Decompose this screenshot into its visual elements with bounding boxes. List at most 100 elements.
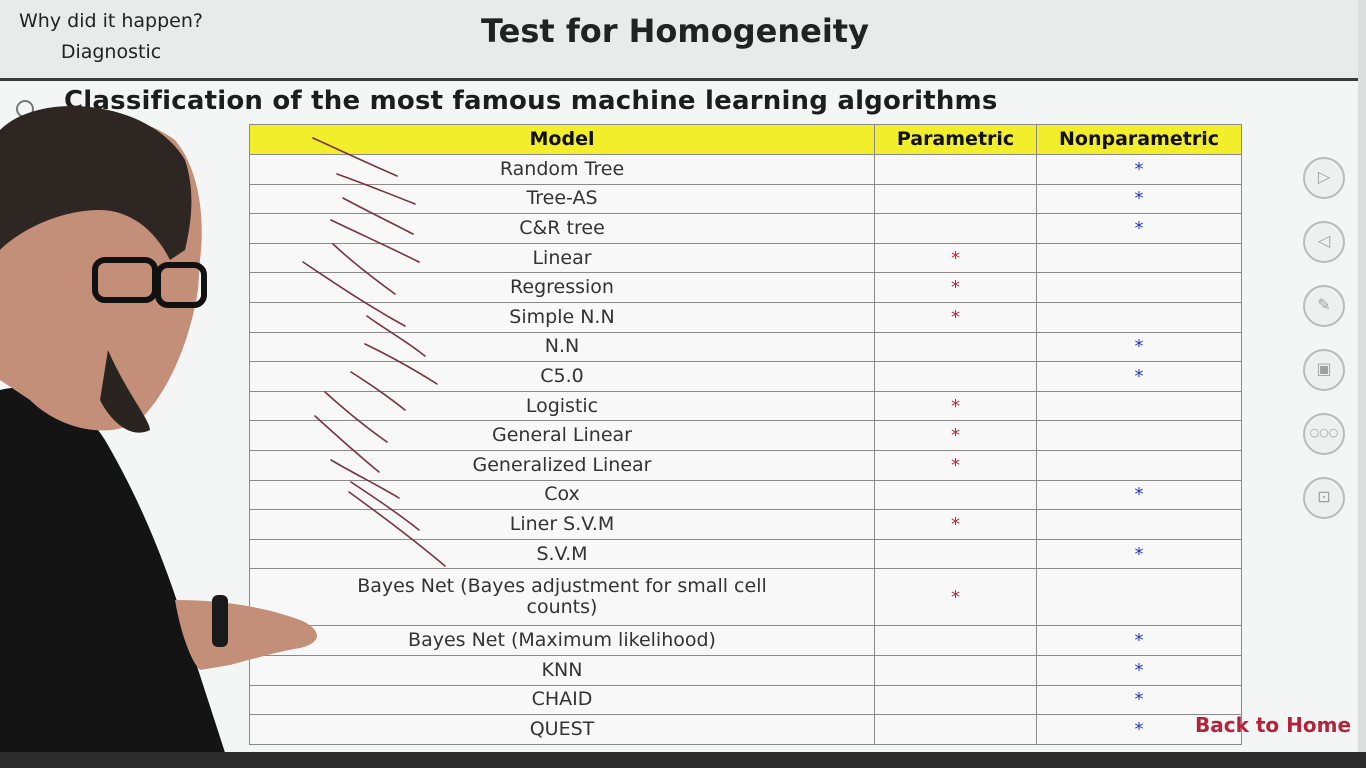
screen-tool-button[interactable]: ▣: [1303, 349, 1345, 391]
model-cell: C&R tree: [249, 213, 875, 244]
table-row: Logistic *: [249, 390, 1242, 422]
nonparametric-cell: [1036, 272, 1242, 303]
model-cell: Generalized Linear: [249, 449, 875, 481]
model-cell: Liner S.V.M: [249, 509, 875, 540]
table-row: Bayes Net (Bayes adjustment for small ce…: [249, 568, 1242, 627]
nonparametric-cell: [1036, 420, 1242, 451]
slide-header: Why did it happen? Diagnostic Test for H…: [0, 0, 1358, 81]
column-header-model: Model: [249, 124, 875, 155]
bullet-icon: [16, 100, 34, 118]
table-row: Cox *: [249, 479, 1242, 511]
column-header-parametric: Parametric: [874, 124, 1037, 155]
nonparametric-cell: *: [1036, 684, 1242, 716]
pen-icon: ✎: [1317, 295, 1331, 314]
table-row: Bayes Net (Maximum likelihood) *: [249, 625, 1242, 656]
presentation-mode-button[interactable]: ⊡: [1303, 477, 1345, 519]
nonparametric-cell: *: [1036, 479, 1242, 511]
table-row: Random Tree *: [249, 154, 1242, 185]
nonparametric-cell: [1036, 390, 1242, 422]
nonparametric-cell: [1036, 568, 1242, 627]
breadcrumb: Why did it happen? Diagnostic: [6, 6, 216, 68]
nonparametric-cell: *: [1036, 538, 1242, 570]
table-row: CHAID *: [249, 684, 1242, 716]
presentation-icon: ⊡: [1317, 487, 1331, 506]
nonparametric-cell: *: [1036, 183, 1242, 215]
parametric-cell: *: [874, 390, 1037, 422]
model-cell: Tree-AS: [249, 183, 875, 215]
parametric-cell: [874, 213, 1037, 244]
bottom-bezel: [0, 752, 1366, 768]
back-to-home-link[interactable]: Back to Home: [1195, 713, 1352, 737]
parametric-cell: *: [874, 449, 1037, 481]
table-row: Regression *: [249, 272, 1242, 303]
parametric-cell: *: [874, 272, 1037, 303]
table-row: C5.0 *: [249, 361, 1242, 392]
more-options-button[interactable]: ○○○: [1303, 413, 1345, 455]
parametric-cell: *: [874, 242, 1037, 274]
column-header-nonparametric: Nonparametric: [1036, 124, 1242, 155]
parametric-cell: [874, 654, 1037, 686]
parametric-cell: [874, 331, 1037, 363]
parametric-cell: *: [874, 301, 1037, 333]
parametric-cell: *: [874, 509, 1037, 540]
slide-screen: Why did it happen? Diagnostic Test for H…: [0, 0, 1358, 752]
model-cell: Logistic: [249, 390, 875, 422]
parametric-cell: *: [874, 420, 1037, 451]
model-cell: Cox: [249, 479, 875, 511]
table-row: QUEST *: [249, 714, 1242, 745]
breadcrumb-section: Diagnostic: [60, 41, 162, 63]
model-cell: S.V.M: [249, 538, 875, 570]
model-cell: Bayes Net (Bayes adjustment for small ce…: [249, 568, 875, 627]
next-slide-button[interactable]: ▷: [1303, 157, 1345, 199]
table-row: General Linear *: [249, 420, 1242, 451]
model-cell: Bayes Net (Maximum likelihood): [249, 625, 875, 656]
slide-subtitle: Classification of the most famous machin…: [64, 86, 998, 116]
model-cell: C5.0: [249, 361, 875, 392]
table-row: N.N *: [249, 331, 1242, 363]
algorithms-table: Model Parametric Nonparametric Random Tr…: [249, 124, 1242, 745]
next-icon: ▷: [1317, 167, 1331, 186]
nonparametric-cell: *: [1036, 331, 1242, 363]
nonparametric-cell: *: [1036, 625, 1242, 656]
parametric-cell: [874, 684, 1037, 716]
nonparametric-cell: *: [1036, 213, 1242, 244]
model-cell: KNN: [249, 654, 875, 686]
breadcrumb-question: Why did it happen?: [19, 10, 203, 32]
model-cell: N.N: [249, 331, 875, 363]
table-header-row: Model Parametric Nonparametric: [249, 124, 1242, 155]
nonparametric-cell: *: [1036, 361, 1242, 392]
parametric-cell: [874, 361, 1037, 392]
nonparametric-cell: [1036, 449, 1242, 481]
table-row: S.V.M *: [249, 538, 1242, 570]
algorithms-table-wrapper: Model Parametric Nonparametric Random Tr…: [249, 124, 1242, 745]
nonparametric-cell: *: [1036, 654, 1242, 686]
parametric-cell: [874, 154, 1037, 185]
table-row: Generalized Linear *: [249, 449, 1242, 481]
table-row: Linear *: [249, 242, 1242, 274]
nonparametric-cell: [1036, 301, 1242, 333]
parametric-cell: [874, 183, 1037, 215]
nonparametric-cell: *: [1036, 154, 1242, 185]
parametric-cell: *: [874, 568, 1037, 627]
model-cell: Linear: [249, 242, 875, 274]
parametric-cell: [874, 479, 1037, 511]
nonparametric-cell: [1036, 242, 1242, 274]
table-row: Tree-AS *: [249, 183, 1242, 215]
pen-tool-button[interactable]: ✎: [1303, 285, 1345, 327]
previous-icon: ◁: [1317, 231, 1331, 250]
model-cell: Random Tree: [249, 154, 875, 185]
table-row: C&R tree *: [249, 213, 1242, 244]
previous-slide-button[interactable]: ◁: [1303, 221, 1345, 263]
parametric-cell: [874, 538, 1037, 570]
table-row: Simple N.N *: [249, 301, 1242, 333]
model-cell: General Linear: [249, 420, 875, 451]
nonparametric-cell: *: [1036, 714, 1242, 745]
parametric-cell: [874, 714, 1037, 745]
model-cell: CHAID: [249, 684, 875, 716]
more-icon: ○○○: [1309, 426, 1339, 439]
table-body: Random Tree * Tree-AS * C&R tree * Linear * Regr…: [249, 154, 1242, 745]
nonparametric-cell: [1036, 509, 1242, 540]
model-cell: QUEST: [249, 714, 875, 745]
table-row: Liner S.V.M *: [249, 509, 1242, 540]
table-row: KNN *: [249, 654, 1242, 686]
